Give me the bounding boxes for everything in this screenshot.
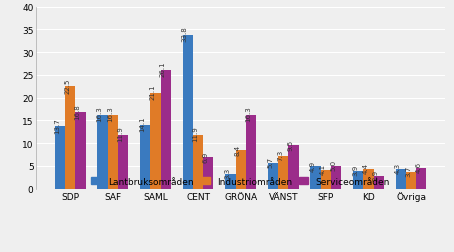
- Text: 4.6: 4.6: [415, 161, 421, 172]
- Bar: [353, 171, 363, 189]
- Text: 5.0: 5.0: [330, 160, 336, 171]
- Text: 11.9: 11.9: [192, 126, 198, 142]
- Text: 21.1: 21.1: [149, 84, 155, 100]
- Text: 22.5: 22.5: [64, 78, 70, 93]
- Bar: [396, 170, 406, 189]
- Legend: Lantbruksområden, Industriområden, Serviceområden: Lantbruksområden, Industriområden, Servi…: [91, 177, 390, 186]
- Bar: [225, 174, 236, 189]
- Bar: [363, 169, 374, 189]
- Text: 14.1: 14.1: [139, 116, 145, 132]
- Text: 5.7: 5.7: [267, 156, 273, 167]
- Bar: [268, 163, 278, 189]
- Text: 7.3: 7.3: [277, 149, 283, 160]
- Bar: [203, 158, 213, 189]
- Text: 16.8: 16.8: [74, 104, 80, 119]
- Text: 16.3: 16.3: [107, 106, 113, 121]
- Bar: [331, 166, 341, 189]
- Text: 2.9: 2.9: [373, 169, 379, 180]
- Text: 16.3: 16.3: [245, 106, 251, 121]
- Bar: [246, 115, 256, 189]
- Text: 3.3: 3.3: [224, 167, 230, 178]
- Text: 16.3: 16.3: [97, 106, 103, 121]
- Bar: [55, 127, 65, 189]
- Text: 3.7: 3.7: [405, 165, 411, 176]
- Text: 4.9: 4.9: [310, 160, 316, 171]
- Text: 8.4: 8.4: [235, 144, 241, 155]
- Bar: [75, 113, 85, 189]
- Bar: [406, 172, 416, 189]
- Bar: [183, 36, 193, 189]
- Bar: [236, 151, 246, 189]
- Text: 33.8: 33.8: [182, 26, 188, 42]
- Bar: [311, 167, 321, 189]
- Bar: [278, 156, 288, 189]
- Bar: [161, 71, 171, 189]
- Bar: [65, 87, 75, 189]
- Text: 4.3: 4.3: [395, 163, 401, 174]
- Bar: [150, 93, 161, 189]
- Bar: [118, 135, 128, 189]
- Text: 6.9: 6.9: [202, 151, 208, 162]
- Bar: [108, 115, 118, 189]
- Text: 26.1: 26.1: [160, 61, 166, 77]
- Text: 9.5: 9.5: [287, 139, 293, 150]
- Text: 4.4: 4.4: [362, 162, 368, 173]
- Bar: [416, 168, 426, 189]
- Bar: [321, 170, 331, 189]
- Bar: [140, 125, 150, 189]
- Text: 11.9: 11.9: [117, 126, 123, 142]
- Bar: [374, 176, 384, 189]
- Text: 13.7: 13.7: [54, 118, 60, 133]
- Text: 3.9: 3.9: [352, 164, 358, 176]
- Bar: [288, 146, 299, 189]
- Text: 4.1: 4.1: [320, 164, 326, 175]
- Bar: [193, 135, 203, 189]
- Bar: [98, 115, 108, 189]
